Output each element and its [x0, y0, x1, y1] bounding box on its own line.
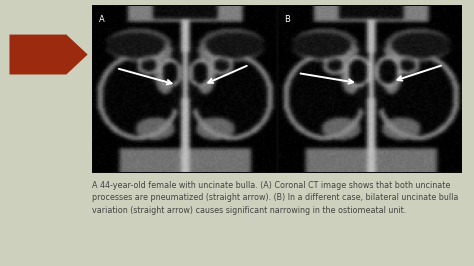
Bar [92, 5, 462, 173]
Polygon shape [9, 35, 88, 74]
Text: A 44-year-old female with uncinate bulla. (A) Coronal CT image shows that both u: A 44-year-old female with uncinate bulla… [92, 181, 459, 215]
